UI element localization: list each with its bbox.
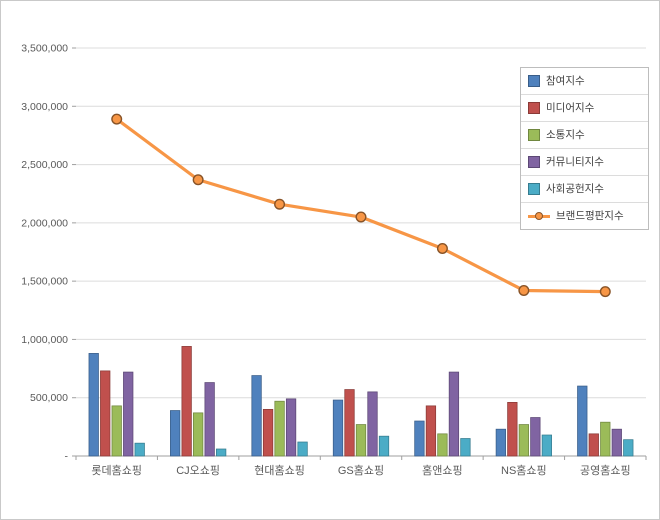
bar <box>495 428 506 457</box>
legend-key-square <box>528 75 540 87</box>
bar <box>530 417 541 457</box>
bar <box>111 405 122 457</box>
legend-item: 사회공헌지수 <box>521 176 648 203</box>
y-axis-label: 2,500,000 <box>21 159 68 171</box>
bar <box>518 424 529 457</box>
legend-item-label: 참여지수 <box>546 74 585 87</box>
line-marker <box>192 174 204 186</box>
bar <box>448 371 460 457</box>
line-marker <box>274 198 286 210</box>
bar <box>414 420 425 457</box>
bar <box>134 442 145 457</box>
x-axis-label: 홈앤쇼핑 <box>422 463 462 477</box>
bar <box>123 371 134 457</box>
bar <box>600 421 611 457</box>
bar <box>193 412 204 457</box>
legend-key-square <box>528 102 540 114</box>
line-marker <box>436 243 448 255</box>
legend-item-label: 소통지수 <box>546 128 585 141</box>
legend-item-label: 사회공헌지수 <box>546 182 604 195</box>
x-axis-label: GS홈쇼핑 <box>338 463 384 477</box>
bar <box>262 408 274 457</box>
line-marker <box>355 211 367 223</box>
legend-item-label: 커뮤니티지수 <box>546 155 604 168</box>
legend-item: 미디어지수 <box>521 95 648 122</box>
y-axis-label: 3,000,000 <box>21 101 68 113</box>
x-axis-label: CJ오쇼핑 <box>176 464 220 477</box>
bar <box>251 375 262 457</box>
legend-key-square <box>528 129 540 141</box>
line-marker <box>599 286 611 298</box>
x-axis-label: NS홈쇼핑 <box>501 463 547 477</box>
bar <box>541 434 552 457</box>
bar <box>425 405 437 457</box>
x-axis-label: 롯데홈쇼핑 <box>91 463 142 477</box>
bar <box>332 399 344 457</box>
y-axis-label: 500,000 <box>30 392 68 404</box>
bar <box>507 402 518 457</box>
bar <box>460 438 471 457</box>
bar <box>367 391 378 457</box>
bar <box>577 385 588 457</box>
x-axis-label: 공영홈쇼핑 <box>580 463 631 477</box>
y-axis-label: - <box>65 451 69 463</box>
bar <box>378 435 390 457</box>
y-axis-label: 1,500,000 <box>21 276 68 288</box>
line-marker <box>111 113 123 125</box>
legend-key-square <box>528 156 540 168</box>
legend-item: 참여지수 <box>521 68 648 95</box>
legend-item: 커뮤니티지수 <box>521 149 648 176</box>
bar <box>623 439 634 457</box>
legend-item-label: 미디어지수 <box>546 101 595 114</box>
bar <box>274 400 285 457</box>
legend-item: 소통지수 <box>521 122 648 149</box>
bar <box>181 346 192 457</box>
legend-item: 브랜드평판지수 <box>521 203 648 229</box>
bar <box>88 353 99 457</box>
bar <box>216 448 227 457</box>
bar <box>170 410 181 457</box>
legend-item-label: 브랜드평판지수 <box>556 209 624 222</box>
line-marker <box>518 284 530 296</box>
legend-key-square <box>528 183 540 195</box>
y-axis-label: 3,500,000 <box>21 43 68 55</box>
bar <box>611 428 622 457</box>
x-axis-label: 현대홈쇼핑 <box>254 463 305 477</box>
y-axis-label: 2,000,000 <box>21 217 68 229</box>
bar <box>285 398 297 457</box>
bar <box>588 433 599 457</box>
bar <box>355 424 367 457</box>
bar <box>204 382 215 457</box>
legend-key-line-marker <box>528 210 550 222</box>
bar <box>344 389 355 457</box>
bar <box>437 433 448 457</box>
bar <box>297 441 308 457</box>
y-axis-label: 1,000,000 <box>21 334 68 346</box>
bar <box>100 370 111 457</box>
